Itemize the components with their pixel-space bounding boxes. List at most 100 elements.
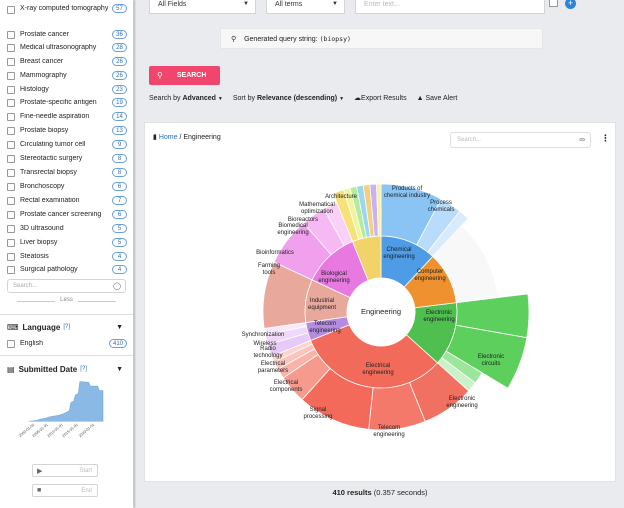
facet-item[interactable]: X-ray computed tomography 57 <box>7 4 127 28</box>
terms-select[interactable]: All terms ▼ <box>266 0 345 14</box>
checkbox[interactable] <box>7 168 15 177</box>
language-icon: ⌨ <box>7 322 19 332</box>
language-section-header[interactable]: ⌨ Language [?] ▼ <box>7 321 127 333</box>
checkbox[interactable] <box>7 57 15 66</box>
less-toggle[interactable]: Less <box>7 297 126 303</box>
facet-item[interactable]: Rectal examination 7 <box>7 194 127 207</box>
field-select[interactable]: All Fields ▼ <box>149 0 256 14</box>
histogram-area <box>28 381 104 422</box>
submitted-date-help-link[interactable]: [?] <box>80 366 87 372</box>
facet-item[interactable]: Surgical pathology 4 <box>7 263 127 276</box>
facet-item[interactable]: Steatosis 4 <box>7 250 127 263</box>
checkbox[interactable] <box>7 182 15 191</box>
facet-item[interactable]: Prostate biopsy 13 <box>7 124 127 137</box>
count-badge: 26 <box>112 71 127 80</box>
checkbox[interactable] <box>7 339 15 348</box>
facet-item-english[interactable]: English 410 <box>7 337 127 350</box>
results-toolbar: Search by Advanced ▼ Sort by Relevance (… <box>149 92 467 104</box>
caret-down-icon: ▼ <box>243 1 249 7</box>
breadcrumb: ▮ Home / Engineering <box>153 134 221 141</box>
sunburst-label: Telecom engineering <box>309 321 340 334</box>
divider <box>0 314 133 315</box>
facet-item[interactable]: Liver biopsy 5 <box>7 236 127 249</box>
checkbox[interactable] <box>7 112 15 121</box>
checkbox[interactable] <box>7 224 15 233</box>
facet-item[interactable]: Bronchoscopy 6 <box>7 180 127 193</box>
facet-item[interactable]: 3D ultrasound 5 <box>7 222 127 235</box>
caret-down-icon: ▼ <box>332 1 338 7</box>
start-date-input[interactable]: ▶ Start <box>32 464 98 477</box>
facet-label: Circulating tumor cell <box>20 141 86 148</box>
sidebar-scrollbar[interactable] <box>133 0 135 508</box>
sunburst-label: Biomedical engineering <box>277 223 308 236</box>
sunburst-label: Computer engineering <box>414 269 445 282</box>
sunburst-center[interactable] <box>346 277 416 347</box>
search-by-dropdown[interactable]: Search by Advanced ▼ <box>149 94 223 102</box>
checkbox[interactable] <box>7 98 15 107</box>
checkbox[interactable] <box>7 43 15 52</box>
end-date-input[interactable]: ■ End <box>32 484 98 497</box>
add-row-button[interactable]: + <box>565 0 576 9</box>
search-button[interactable]: ⚲ SEARCH <box>149 66 220 85</box>
sunburst-label: Wireless <box>253 341 276 347</box>
facet-label: Prostate-specific antigen <box>20 99 97 106</box>
scrollbar-thumb[interactable] <box>133 0 135 508</box>
submitted-date-section-header[interactable]: ▤ Submitted Date [?] ▼ <box>7 363 127 375</box>
facet-item[interactable]: Fine-needle aspiration 14 <box>7 110 127 123</box>
panel-search-input[interactable]: Search... ∞ <box>450 132 591 148</box>
facet-label: Fine-needle aspiration <box>20 113 90 120</box>
checkbox[interactable] <box>7 85 15 94</box>
checkbox[interactable] <box>7 238 15 247</box>
checkbox[interactable] <box>7 210 15 219</box>
sunburst-label: Biological engineering <box>318 271 349 284</box>
cloud-download-icon: ☁ <box>354 95 362 102</box>
facet-item[interactable]: Prostate cancer screening 6 <box>7 208 127 221</box>
caret-down-icon: ▼ <box>339 95 345 102</box>
checkbox[interactable] <box>7 6 15 14</box>
checkbox[interactable] <box>7 196 15 205</box>
facet-item[interactable]: Breast cancer 26 <box>7 55 127 68</box>
count-badge: 8 <box>112 168 127 177</box>
facet-item[interactable]: Stereotactic surgery 8 <box>7 152 127 165</box>
facet-item[interactable]: Prostate cancer 36 <box>7 28 127 41</box>
facet-item[interactable]: Transrectal biopsy 8 <box>7 166 127 179</box>
export-results-button[interactable]: ☁Export Results <box>354 95 407 102</box>
save-alert-button[interactable]: ▲ Save Alert <box>416 94 458 102</box>
checkbox[interactable] <box>7 140 15 149</box>
breadcrumb-home[interactable]: Home <box>158 134 178 141</box>
search-text-input[interactable]: Enter text... <box>355 0 545 14</box>
facet-label: X-ray computed tomography <box>20 5 109 12</box>
facet-search-input[interactable]: Search... ◯ <box>7 279 126 293</box>
count-badge: 14 <box>112 112 127 121</box>
sunburst-segment-outer[interactable] <box>376 183 382 237</box>
facet-item[interactable]: Histology 23 <box>7 83 127 96</box>
checkbox[interactable] <box>7 252 15 261</box>
sunburst-segment-outer[interactable] <box>445 324 528 389</box>
checkbox[interactable] <box>7 154 15 163</box>
checkbox[interactable] <box>7 71 15 80</box>
sort-by-dropdown[interactable]: Sort by Relevance (descending) ▼ <box>232 94 345 102</box>
count-badge: 57 <box>112 4 127 13</box>
folder-icon: ▮ <box>153 134 157 141</box>
sunburst-label: Farming tools <box>258 263 280 276</box>
facet-label: Prostate cancer <box>20 31 70 38</box>
count-badge: 19 <box>112 98 127 107</box>
sunburst-label: Products of chemical industry <box>384 186 430 199</box>
hierarchy-icon[interactable]: ∞ <box>579 135 585 144</box>
facet-item[interactable]: Medical ultrasonography 28 <box>7 41 127 54</box>
more-options-icon[interactable]: ⋮ <box>601 133 610 143</box>
checkbox[interactable] <box>7 30 15 39</box>
sunburst-label: Radio technology <box>253 346 282 359</box>
count-badge: 4 <box>112 252 127 261</box>
facet-label: Breast cancer <box>20 58 64 65</box>
row-checkbox[interactable] <box>549 0 558 7</box>
checkbox[interactable] <box>7 265 15 274</box>
facet-item[interactable]: Circulating tumor cell 9 <box>7 138 127 151</box>
facet-item[interactable]: Prostate-specific antigen 19 <box>7 96 127 109</box>
sunburst-label: Electrical components <box>270 380 303 393</box>
facet-item[interactable]: Mammography 26 <box>7 69 127 82</box>
language-help-link[interactable]: [?] <box>63 324 70 330</box>
count-badge: 28 <box>112 43 127 52</box>
checkbox[interactable] <box>7 126 15 135</box>
